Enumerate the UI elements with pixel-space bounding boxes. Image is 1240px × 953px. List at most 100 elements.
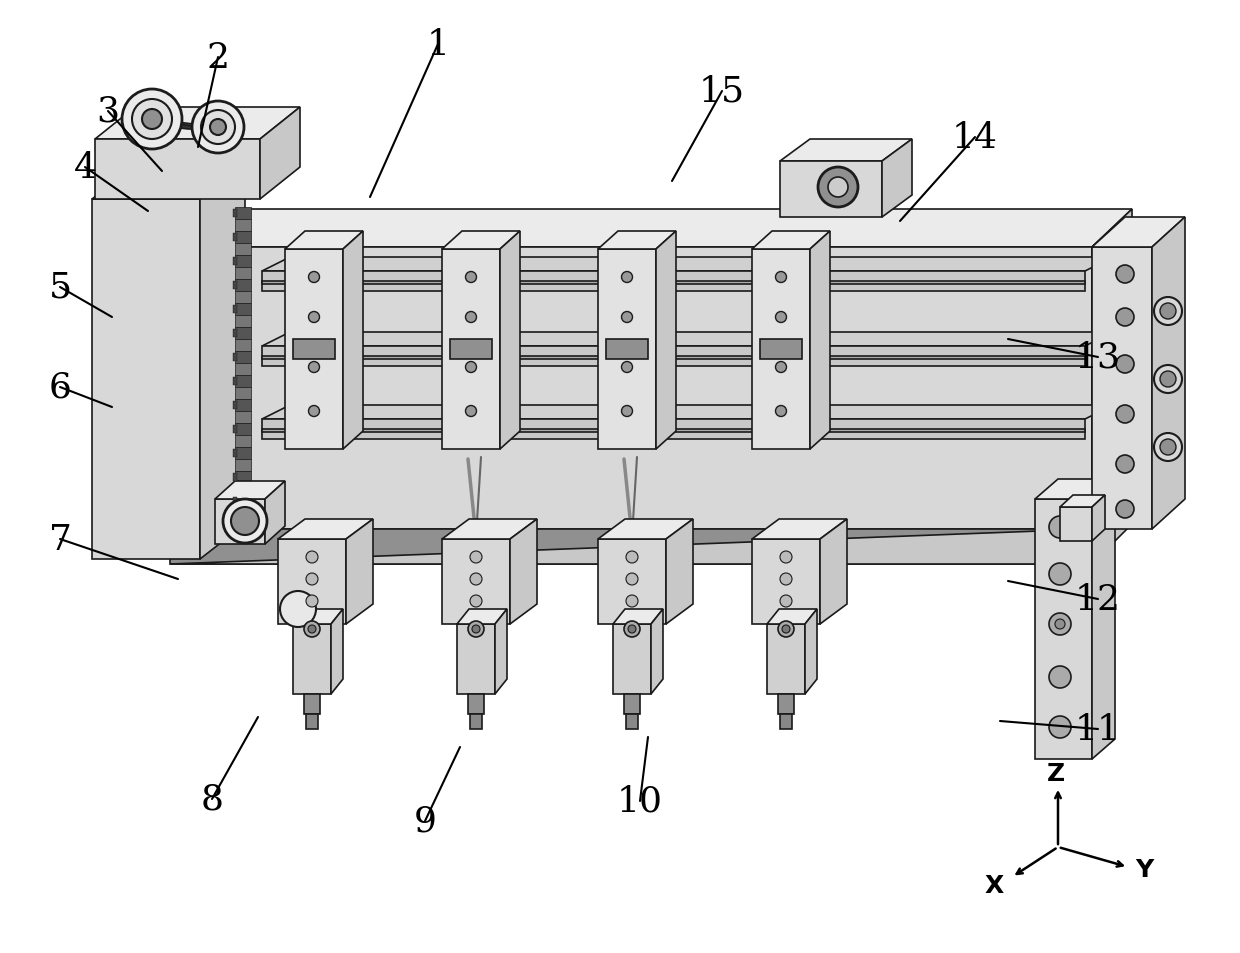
Polygon shape [92,165,246,200]
Polygon shape [122,122,218,130]
Polygon shape [170,490,1132,564]
Polygon shape [95,108,300,140]
Circle shape [309,313,320,323]
Circle shape [309,406,320,417]
Circle shape [621,362,632,374]
Polygon shape [262,347,1085,367]
Circle shape [1055,619,1065,629]
Text: 2: 2 [207,41,229,75]
Polygon shape [236,220,250,232]
Polygon shape [450,339,492,359]
Polygon shape [265,252,1087,530]
Circle shape [828,178,848,198]
Polygon shape [236,412,250,423]
Polygon shape [236,507,250,519]
Polygon shape [613,624,651,695]
Text: 11: 11 [1075,712,1121,746]
Circle shape [780,552,792,563]
Polygon shape [751,232,830,250]
Polygon shape [346,519,373,624]
Text: 4: 4 [73,151,97,185]
Polygon shape [236,532,250,543]
Polygon shape [458,624,495,695]
Polygon shape [262,406,1114,419]
Polygon shape [285,250,343,450]
Polygon shape [236,268,250,280]
Circle shape [201,111,236,145]
Circle shape [627,625,636,634]
Text: 8: 8 [201,782,223,816]
Polygon shape [236,352,250,364]
Circle shape [775,406,786,417]
Polygon shape [751,539,820,624]
Circle shape [1116,309,1135,327]
Circle shape [818,168,858,208]
Polygon shape [262,257,1114,272]
Circle shape [304,621,320,638]
Polygon shape [262,272,1085,292]
Polygon shape [1092,479,1115,760]
Polygon shape [233,330,237,337]
Text: 13: 13 [1075,340,1121,375]
Circle shape [782,625,790,634]
Circle shape [308,625,316,634]
Polygon shape [441,519,537,539]
Text: X: X [985,873,1003,897]
Polygon shape [262,282,1085,285]
Polygon shape [606,339,649,359]
Polygon shape [95,140,260,200]
Circle shape [780,596,792,607]
Polygon shape [751,250,810,450]
Polygon shape [236,315,250,328]
Polygon shape [780,140,911,162]
Polygon shape [236,304,250,315]
Polygon shape [470,714,482,729]
Text: Z: Z [1047,761,1065,785]
Polygon shape [293,339,335,359]
Circle shape [1116,266,1135,284]
Text: 6: 6 [48,371,72,405]
Polygon shape [780,714,792,729]
Polygon shape [751,519,847,539]
Circle shape [780,574,792,585]
Polygon shape [285,232,363,250]
Polygon shape [768,609,817,624]
Polygon shape [236,423,250,436]
Circle shape [621,313,632,323]
Polygon shape [495,609,507,695]
Text: Y: Y [1135,857,1153,882]
Circle shape [1116,406,1135,423]
Polygon shape [467,695,484,714]
Polygon shape [613,609,663,624]
Polygon shape [200,165,246,559]
Polygon shape [598,232,676,250]
Text: 1: 1 [427,28,450,62]
Polygon shape [236,364,250,375]
Polygon shape [656,232,676,450]
Polygon shape [260,108,300,200]
Polygon shape [170,248,1092,530]
Polygon shape [236,244,250,255]
Polygon shape [233,210,237,218]
Polygon shape [780,162,882,218]
Polygon shape [820,519,847,624]
Polygon shape [626,714,639,729]
Circle shape [306,552,317,563]
Polygon shape [236,328,250,339]
Circle shape [1049,517,1071,538]
Circle shape [1116,500,1135,518]
Circle shape [626,552,639,563]
Polygon shape [1092,210,1132,530]
Polygon shape [805,609,817,695]
Polygon shape [777,695,794,714]
Polygon shape [331,609,343,695]
Circle shape [470,574,482,585]
Circle shape [1049,563,1071,585]
Polygon shape [1152,218,1185,530]
Text: 5: 5 [48,271,72,305]
Polygon shape [1035,499,1092,760]
Polygon shape [92,200,200,559]
Circle shape [1159,304,1176,319]
Polygon shape [122,120,218,128]
Polygon shape [236,339,250,352]
